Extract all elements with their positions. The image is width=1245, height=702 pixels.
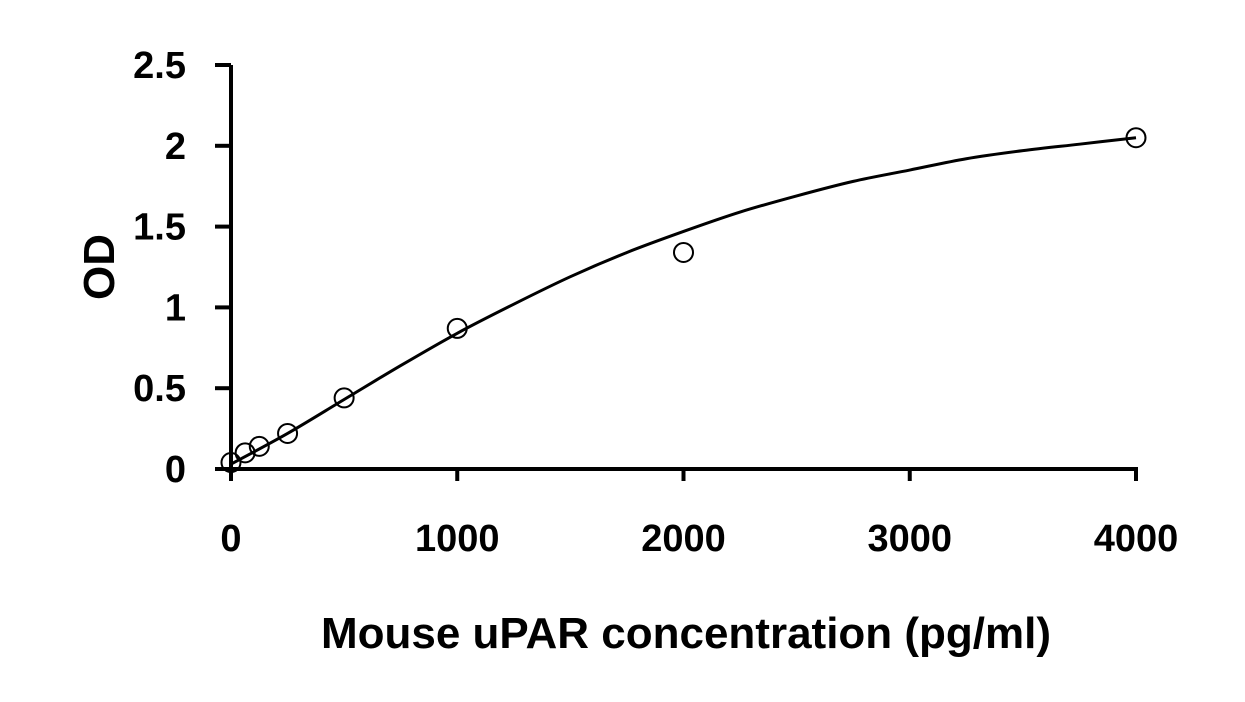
fit-curve xyxy=(230,136,1137,466)
data-point xyxy=(248,435,270,457)
x-tick-label: 2000 xyxy=(641,518,726,560)
axes xyxy=(215,63,1138,481)
data-point xyxy=(673,241,694,263)
y-tick-label: 1.5 xyxy=(133,207,186,249)
data-point xyxy=(234,442,256,464)
x-tick-label: 0 xyxy=(220,518,241,560)
y-axis-label: OD xyxy=(75,234,124,300)
y-tick-label: 1 xyxy=(165,287,186,329)
data-point xyxy=(1125,127,1147,149)
data-point xyxy=(277,422,299,444)
y-tick-label: 2.5 xyxy=(133,45,186,87)
y-tick-label: 0.5 xyxy=(133,368,186,410)
x-tick-label: 1000 xyxy=(415,518,500,560)
data-points xyxy=(220,127,1147,474)
y-tick-label: 0 xyxy=(165,449,186,491)
x-tick-label: 3000 xyxy=(867,518,952,560)
x-axis-label: Mouse uPAR concentration (pg/ml) xyxy=(321,609,1051,658)
data-point xyxy=(220,452,242,474)
tick-labels: 0 0.5 1 1.5 2 2.5 0 1000 2000 3000 4000 xyxy=(133,45,1178,560)
fit-curve-layer xyxy=(230,136,1137,466)
y-tick-label: 2 xyxy=(165,126,186,168)
data-point xyxy=(333,387,355,409)
x-tick-label: 4000 xyxy=(1094,518,1179,560)
data-point xyxy=(446,317,468,339)
